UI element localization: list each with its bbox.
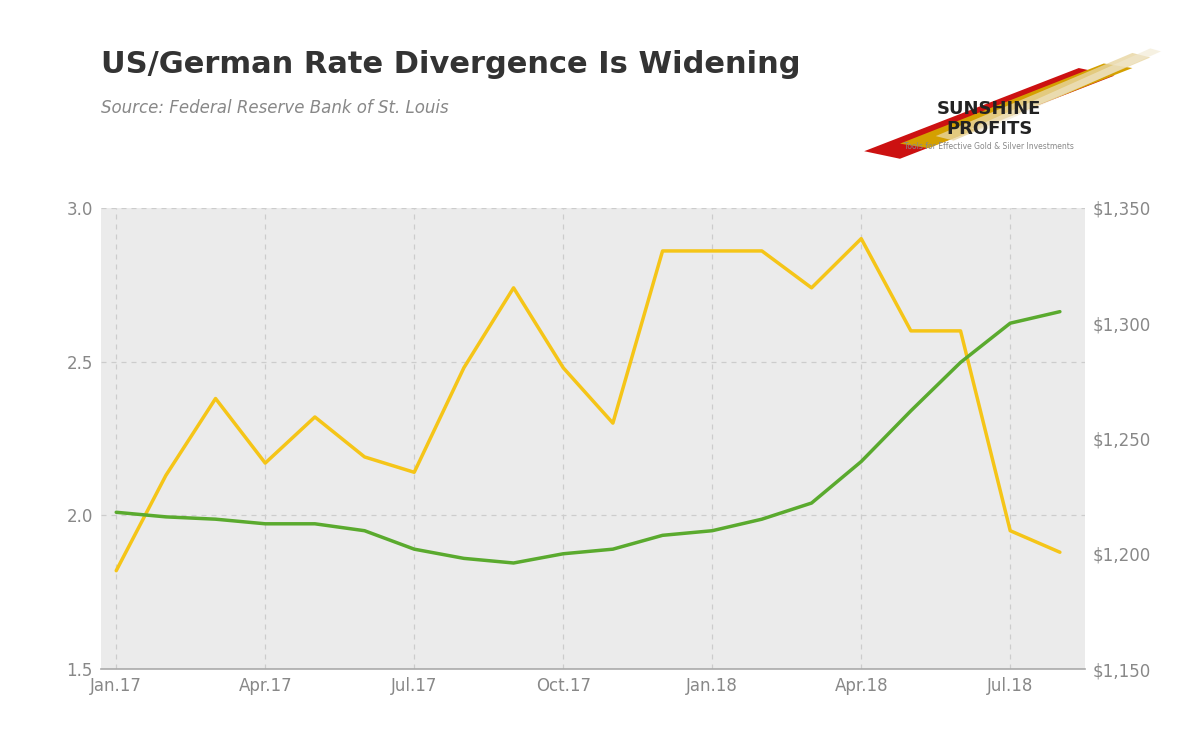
Polygon shape <box>900 64 1132 148</box>
Text: SUNSHINE: SUNSHINE <box>937 100 1042 118</box>
Text: PROFITS: PROFITS <box>946 119 1032 138</box>
Polygon shape <box>864 68 1115 159</box>
Text: Tools for Effective Gold & Silver Investments: Tools for Effective Gold & Silver Invest… <box>905 142 1074 151</box>
Text: US/German Rate Divergence Is Widening: US/German Rate Divergence Is Widening <box>101 51 801 79</box>
Polygon shape <box>971 48 1161 132</box>
Text: Source: Federal Reserve Bank of St. Louis: Source: Federal Reserve Bank of St. Loui… <box>101 99 449 117</box>
Polygon shape <box>936 53 1150 141</box>
